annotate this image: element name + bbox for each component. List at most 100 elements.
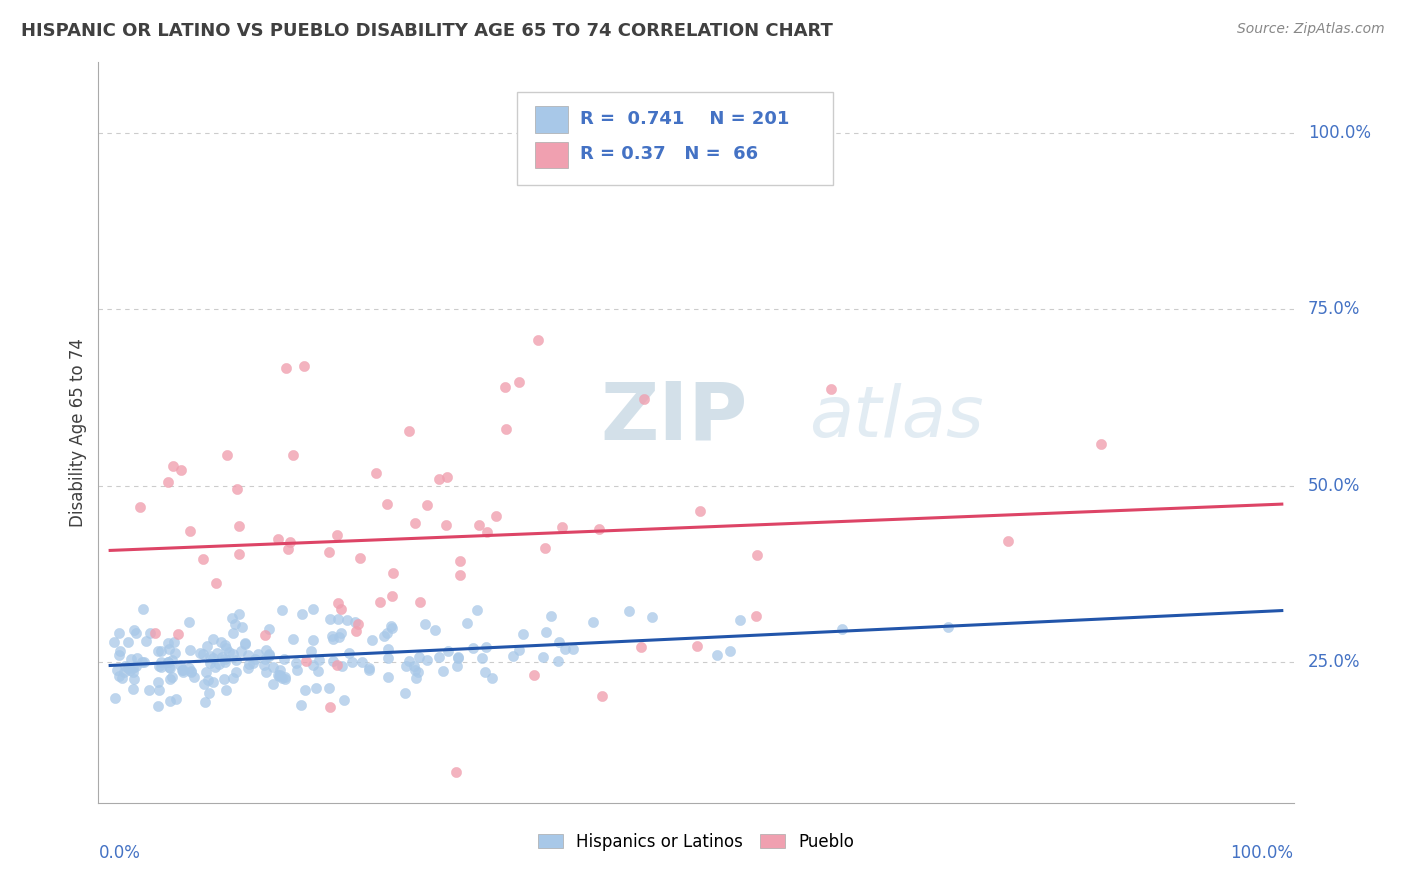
Point [103,634,125,648]
Point [193,677,215,691]
Point [254,643,277,657]
Point [554,641,576,656]
Point [281,449,304,463]
Point [197,673,219,687]
Point [271,603,294,617]
Point [405,671,427,685]
Text: 50.0%: 50.0% [1308,476,1360,494]
Point [202,650,225,665]
Point [122,661,145,675]
Point [394,686,416,700]
Legend: Hispanics or Latinos, Pueblo: Hispanics or Latinos, Pueblo [531,826,860,857]
Point [508,375,530,389]
Point [209,634,232,648]
Point [446,659,468,673]
Point [831,622,853,636]
Point [146,674,169,689]
Point [222,648,245,662]
Point [591,689,613,703]
Point [108,626,131,640]
Point [169,658,191,673]
Point [135,634,157,648]
Point [160,670,183,684]
Point [357,661,380,675]
Point [231,620,253,634]
Point [202,632,225,646]
Point [188,646,211,660]
Point [319,700,342,714]
FancyBboxPatch shape [517,92,834,185]
Point [290,698,312,713]
Point [214,655,236,669]
Point [321,629,343,643]
Point [225,665,247,679]
Point [120,663,142,677]
Point [257,648,280,663]
Point [125,659,148,673]
Point [108,644,131,658]
Point [450,567,472,582]
Point [159,672,181,686]
Point [177,661,200,675]
Point [267,668,290,682]
Point [170,663,193,677]
Point [357,663,380,677]
Point [436,470,458,484]
Point [305,681,328,695]
Point [318,611,340,625]
Point [177,615,200,629]
Point [273,651,295,665]
Point [381,621,404,635]
Y-axis label: Disability Age 65 to 74: Disability Age 65 to 74 [69,338,87,527]
Point [380,619,402,633]
Point [128,500,150,514]
Point [157,475,180,490]
Point [444,764,467,779]
Text: 0.0%: 0.0% [98,844,141,862]
Point [373,629,395,643]
Point [122,681,145,696]
Point [325,528,347,542]
Point [157,660,180,674]
Point [121,665,143,680]
Point [257,623,280,637]
Point [274,672,297,686]
Point [157,655,180,669]
Point [382,566,405,580]
Point [172,663,194,677]
Point [475,640,498,655]
Point [274,670,297,684]
Point [381,589,404,603]
Point [377,651,399,665]
Point [398,654,420,668]
Point [329,626,352,640]
Point [617,604,640,618]
Point [307,664,329,678]
Text: atlas: atlas [810,384,984,452]
Point [641,610,664,624]
Point [551,520,574,534]
Point [562,642,585,657]
Point [540,608,562,623]
Point [291,607,314,622]
Point [294,683,316,698]
Point [547,654,569,668]
Point [820,382,842,396]
Point [157,636,180,650]
Point [276,361,298,376]
Point [415,653,437,667]
Point [326,596,349,610]
Point [321,654,343,668]
Point [281,632,304,646]
Point [225,483,247,497]
Point [195,665,218,679]
Point [377,670,399,684]
Point [423,624,446,638]
Point [257,648,280,662]
Point [292,359,315,374]
Point [340,655,363,669]
Point [485,509,508,524]
Point [633,392,655,406]
Point [395,659,418,673]
Point [398,424,420,438]
